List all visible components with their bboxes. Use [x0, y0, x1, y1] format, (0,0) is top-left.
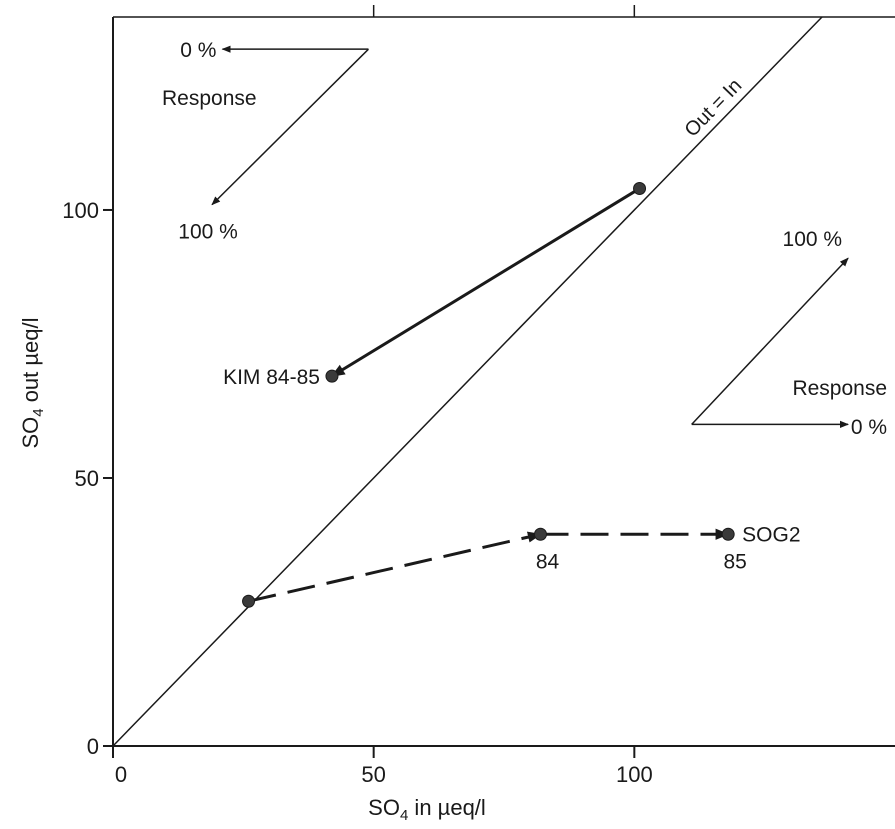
point-label: 85	[723, 550, 746, 573]
data-point	[721, 527, 735, 541]
y-axis-label: SO4 out µeq/l	[18, 317, 47, 448]
y-tick-label: 100	[62, 198, 99, 223]
x-tick-label: 50	[361, 762, 385, 787]
x-tick-label: 0	[115, 762, 127, 787]
axis-ticks: 0 50 100 0 50 100	[62, 5, 653, 787]
series-segment	[248, 531, 542, 603]
series-segment	[330, 187, 641, 378]
response-keys: 0 % Response 100 % 100 % Response 0 %	[162, 39, 887, 439]
response-label: Response	[792, 377, 887, 400]
series-label: KIM 84-85	[223, 366, 320, 389]
out-equals-in-group: Out = In	[112, 16, 823, 747]
y-tick-label: 50	[75, 466, 99, 491]
response-zero-label: 0 %	[180, 39, 216, 62]
response-hundred-label: 100 %	[783, 228, 843, 251]
response-arrow	[211, 48, 369, 206]
response-label: Response	[162, 87, 257, 110]
out-equals-in-line	[112, 16, 823, 747]
x-tick-label: 100	[616, 762, 653, 787]
data-point	[633, 182, 647, 196]
response-hundred-label: 100 %	[178, 221, 238, 244]
data-point	[533, 527, 547, 541]
data-point	[242, 594, 256, 608]
point-label: 84	[536, 550, 560, 573]
out-equals-in-label: Out = In	[681, 75, 747, 142]
series-label: SOG2	[742, 523, 800, 546]
response-zero-label: 0 %	[851, 416, 887, 439]
plot-frame	[112, 16, 895, 747]
response-arrow	[691, 257, 849, 425]
y-tick-label: 0	[87, 734, 99, 759]
x-axis-label: SO4 in µeq/l	[368, 795, 486, 824]
series-layer: KIM 84-85 84 85 SOG2	[223, 182, 801, 608]
data-point	[325, 369, 339, 383]
